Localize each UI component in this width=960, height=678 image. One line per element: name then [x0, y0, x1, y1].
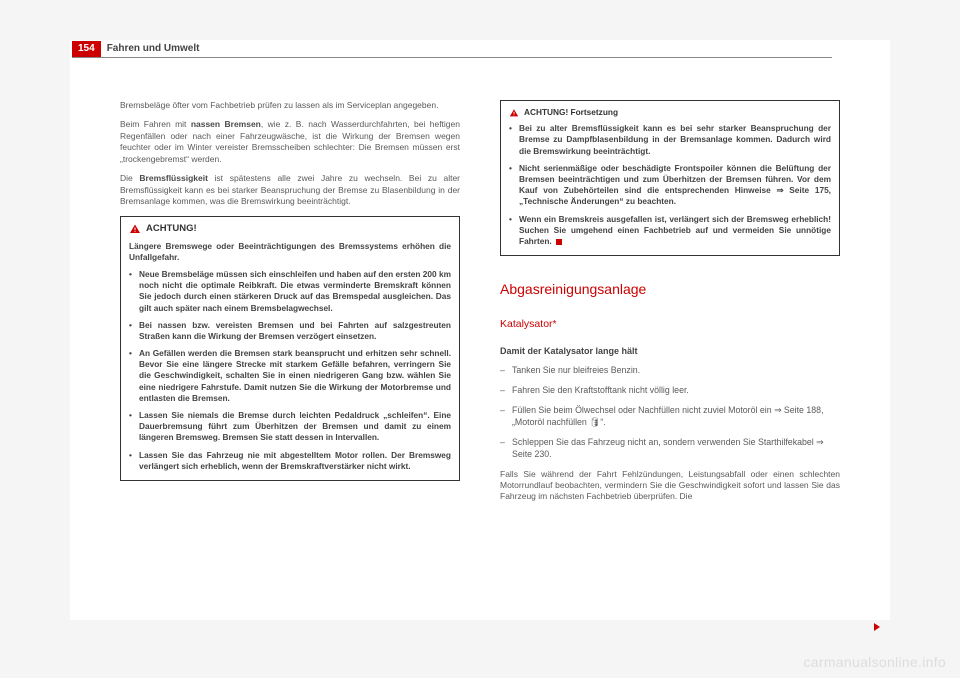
heading-2: Katalysator* — [500, 317, 840, 331]
para: Bremsbeläge öfter vom Fachbetrieb prüfen… — [120, 100, 460, 111]
warning-bullet: •An Gefällen werden die Bremsen stark be… — [129, 348, 451, 404]
section-title: Fahren und Umwelt — [107, 41, 200, 57]
warning-bullet: •Lassen Sie das Fahrzeug nie mit abgeste… — [129, 450, 451, 472]
warning-bullet: •Bei nassen bzw. vereisten Bremsen und b… — [129, 320, 451, 342]
end-mark-icon — [556, 239, 562, 245]
warning-bullet: •Nicht serienmäßige oder beschädigte Fro… — [509, 163, 831, 208]
warning-triangle-icon — [129, 223, 141, 235]
page-header: 154 Fahren und Umwelt — [72, 40, 199, 58]
list-item: –Tanken Sie nur bleifreies Benzin. — [500, 365, 840, 377]
list-item: –Füllen Sie beim Ölwechsel oder Nachfüll… — [500, 405, 840, 429]
warning-header: ACHTUNG! — [129, 223, 451, 236]
watermark: carmanualsonline.info — [804, 654, 947, 670]
para: Beim Fahren mit nassen Bremsen, wie z. B… — [120, 119, 460, 165]
warning-bullet: •Neue Bremsbeläge müssen sich einschleif… — [129, 269, 451, 314]
para: Falls Sie während der Fahrt Fehlzündunge… — [500, 469, 840, 503]
content-columns: Bremsbeläge öfter vom Fachbetrieb prüfen… — [120, 100, 840, 511]
left-column: Bremsbeläge öfter vom Fachbetrieb prüfen… — [120, 100, 460, 511]
warning-header: ACHTUNG! Fortsetzung — [509, 107, 831, 118]
page-number-badge: 154 — [72, 41, 101, 57]
lead-bold: Damit der Katalysator lange hält — [500, 345, 840, 357]
list-item: –Schleppen Sie das Fahrzeug nicht an, so… — [500, 437, 840, 461]
heading-1: Abgasreinigungsanlage — [500, 280, 840, 299]
warning-bullet: •Lassen Sie niemals die Bremse durch lei… — [129, 410, 451, 444]
warning-bullet: •Bei zu alter Bremsflüssigkeit kann es b… — [509, 123, 831, 157]
warning-lead: Längere Bremswege oder Beeinträchtigunge… — [129, 241, 451, 263]
right-column: ACHTUNG! Fortsetzung •Bei zu alter Brems… — [500, 100, 840, 511]
header-rule — [72, 57, 832, 58]
list-item: –Fahren Sie den Kraftstofftank nicht völ… — [500, 385, 840, 397]
warning-title: ACHTUNG! — [146, 223, 197, 236]
warning-bullet: •Wenn ein Bremskreis ausgefallen ist, ve… — [509, 214, 831, 248]
para: Die Bremsflüssigkeit ist spätestens alle… — [120, 173, 460, 207]
warning-box: ACHTUNG! Längere Bremswege oder Beeinträ… — [120, 216, 460, 481]
warning-title: ACHTUNG! Fortsetzung — [524, 107, 618, 118]
warning-triangle-icon — [509, 108, 519, 118]
continue-arrow-icon — [874, 623, 880, 631]
warning-box-continued: ACHTUNG! Fortsetzung •Bei zu alter Brems… — [500, 100, 840, 256]
